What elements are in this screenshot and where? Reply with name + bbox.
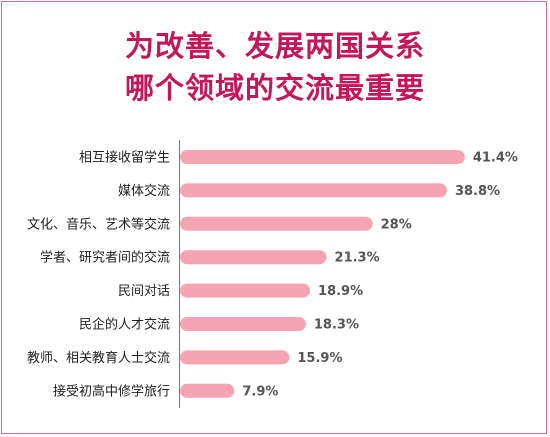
bar [180,250,327,265]
value-label: 21.3% [335,251,380,266]
category-label: 民企的人才交流 [79,317,170,333]
value-label: 18.3% [314,318,359,333]
value-label: 7.9% [242,384,278,399]
bar [180,350,290,365]
bar [180,183,447,198]
category-label: 文化、音乐、艺术等交流 [27,216,170,232]
bar [180,383,235,398]
category-label: 民间对话 [118,284,170,299]
category-label: 相互接收留学生 [79,150,170,166]
bar [180,150,465,164]
y-axis-line [179,140,180,408]
value-label: 38.8% [455,184,500,199]
value-label: 15.9% [297,351,342,366]
category-label: 教师、相关教育人士交流 [27,350,170,366]
value-label: 41.4% [473,151,518,166]
value-label: 28% [381,217,412,232]
bar [180,283,311,298]
chart-title-line-1: 为改善、发展两国关系 [124,29,425,63]
bar [180,216,373,231]
category-label: 媒体交流 [118,183,170,199]
bar [180,317,306,331]
category-label: 接受初高中修学旅行 [53,383,170,399]
value-label: 18.9% [318,284,363,299]
category-label: 学者、研究者间的交流 [40,250,170,266]
chart-title-line-2: 哪个领域的交流最重要 [124,71,425,105]
